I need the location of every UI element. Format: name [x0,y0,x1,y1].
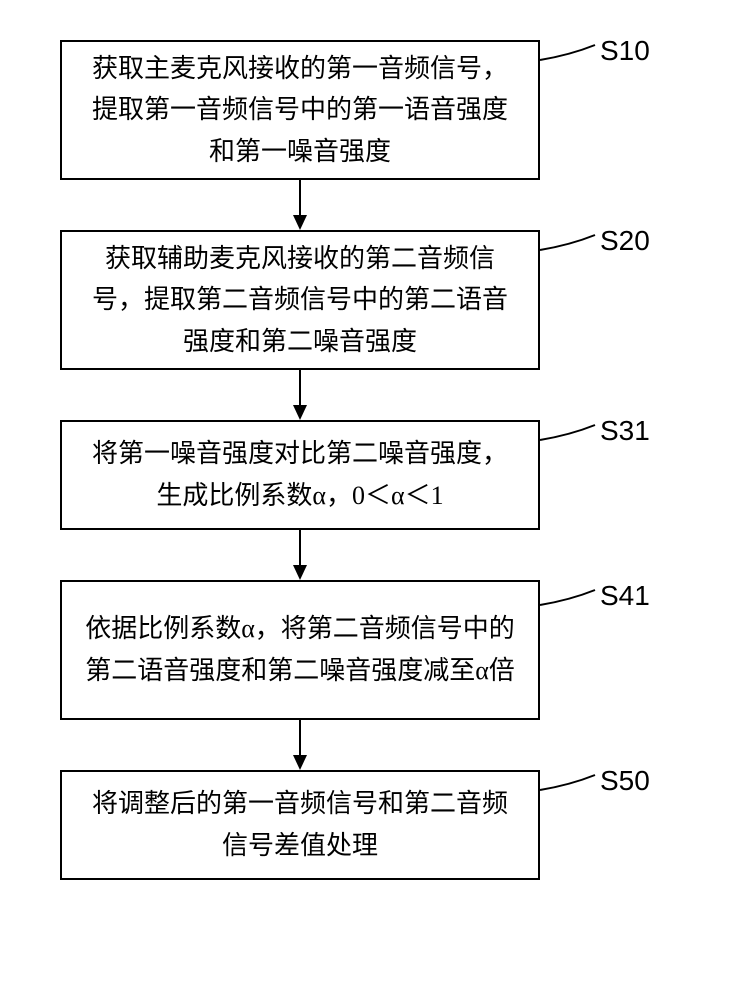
step-box-s10: 获取主麦克风接收的第一音频信号，提取第一音频信号中的第一语音强度和第一噪音强度 [60,40,540,180]
arrow-head-2 [293,405,307,420]
step-text-s20: 获取辅助麦克风接收的第二音频信号，提取第二音频信号中的第二语音强度和第二噪音强度 [80,238,520,363]
flowchart-container: 获取主麦克风接收的第一音频信号，提取第一音频信号中的第一语音强度和第一噪音强度 … [0,0,738,1000]
step-text-s50: 将调整后的第一音频信号和第二音频信号差值处理 [80,783,520,866]
step-text-s10: 获取主麦克风接收的第一音频信号，提取第一音频信号中的第一语音强度和第一噪音强度 [80,48,520,173]
step-label-s20: S20 [600,225,650,257]
step-box-s41: 依据比例系数α，将第二音频信号中的第二语音强度和第二噪音强度减至α倍 [60,580,540,720]
arrow-head-1 [293,215,307,230]
step-label-s41: S41 [600,580,650,612]
step-label-s31: S31 [600,415,650,447]
step-text-s41: 依据比例系数α，将第二音频信号中的第二语音强度和第二噪音强度减至α倍 [80,608,520,691]
step-label-s50: S50 [600,765,650,797]
callout-line-3 [540,425,595,440]
arrow-head-3 [293,565,307,580]
step-text-s31: 将第一噪音强度对比第二噪音强度，生成比例系数α，0＜α＜1 [80,433,520,516]
step-label-s10: S10 [600,35,650,67]
step-box-s50: 将调整后的第一音频信号和第二音频信号差值处理 [60,770,540,880]
callout-line-2 [540,235,595,250]
arrow-head-4 [293,755,307,770]
step-box-s20: 获取辅助麦克风接收的第二音频信号，提取第二音频信号中的第二语音强度和第二噪音强度 [60,230,540,370]
callout-line-4 [540,590,595,605]
callout-line-1 [540,45,595,60]
callout-line-5 [540,775,595,790]
step-box-s31: 将第一噪音强度对比第二噪音强度，生成比例系数α，0＜α＜1 [60,420,540,530]
